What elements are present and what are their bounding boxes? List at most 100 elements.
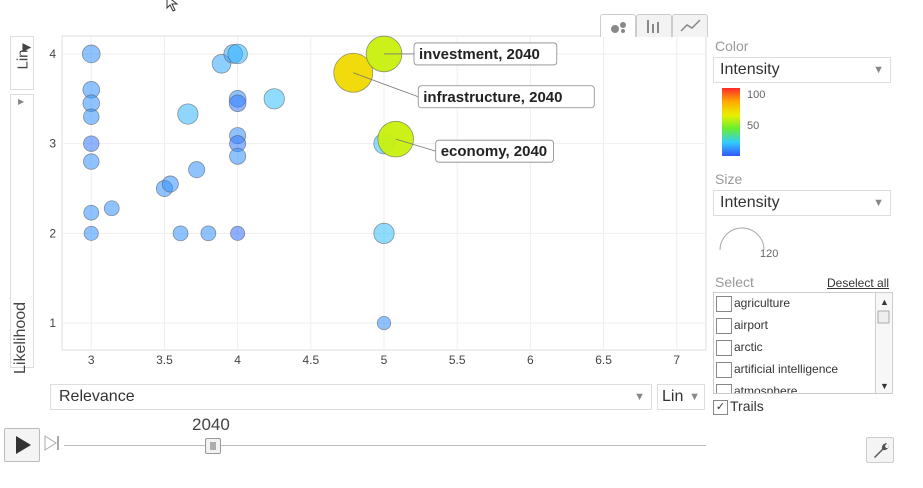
callout-box — [435, 139, 555, 163]
point-label: economy, 2040 — [441, 143, 547, 160]
checkbox-icon[interactable] — [716, 339, 732, 356]
deselect-all-link[interactable]: Deselect all — [827, 276, 890, 290]
select-list-item[interactable]: arctic — [716, 337, 763, 357]
line-view-tab[interactable] — [672, 14, 708, 37]
x-tick-label: 4 — [234, 353, 241, 367]
data-point — [83, 153, 100, 170]
select-list-scrollbar[interactable]: ▲ ▼ — [875, 293, 892, 393]
y-tick-label: 4 — [49, 47, 56, 61]
data-point — [83, 135, 100, 152]
checkbox-icon[interactable] — [716, 361, 732, 378]
size-dropdown[interactable]: Intensity ▼ — [713, 190, 891, 216]
y-axis-label: Likelihood — [12, 301, 29, 374]
y-scale-arrow-icon: ▼ — [17, 40, 35, 55]
select-list-item[interactable]: agriculture — [716, 293, 790, 313]
trails-checkbox[interactable]: ✓ Trails — [713, 398, 764, 415]
trails-label: Trails — [730, 398, 764, 414]
data-point — [376, 316, 392, 331]
x-tick-label: 3.5 — [156, 353, 173, 367]
data-point — [177, 103, 199, 125]
size-legend-icon — [719, 227, 765, 251]
chart-view-tabs — [600, 14, 708, 38]
y-tick-label: 1 — [49, 316, 56, 330]
x-tick-label: 4.5 — [302, 353, 319, 367]
scroll-up-icon: ▲ — [880, 297, 889, 307]
x-tick-label: 5.5 — [449, 353, 466, 367]
line-chart-icon — [680, 19, 701, 32]
select-list-item[interactable]: artificial intelligence — [716, 359, 838, 379]
checkbox-icon[interactable] — [716, 383, 732, 393]
bubble-view-tab[interactable] — [600, 14, 636, 37]
x-tick-label: 5 — [381, 353, 388, 367]
size-label: Size — [715, 171, 743, 187]
bar-view-tab[interactable] — [636, 14, 672, 37]
x-scale-selector[interactable]: Lin ▼ — [657, 384, 705, 410]
cursor-icon — [166, 0, 179, 12]
y-variable-arrow-icon: ▶ — [18, 97, 25, 106]
y-tick-label: 3 — [49, 137, 56, 151]
y-variable-selector[interactable]: ▶ Likelihood — [10, 94, 34, 374]
x-axis-label: Relevance — [59, 388, 135, 405]
scroll-down-icon: ▼ — [880, 381, 889, 391]
select-item-label: atmosphere — [734, 384, 798, 394]
callout-box — [417, 85, 595, 109]
data-point — [83, 204, 100, 221]
x-tick-label: 3 — [88, 353, 95, 367]
select-label: Select — [715, 274, 754, 290]
select-list-item[interactable]: atmosphere — [716, 381, 798, 394]
timeline-track[interactable] — [64, 445, 706, 446]
color-legend-max: 100 — [747, 89, 766, 101]
data-point — [373, 222, 395, 244]
x-scale-value: Lin — [662, 388, 684, 405]
select-item-label: artificial intelligence — [734, 362, 839, 376]
step-forward-icon — [44, 435, 59, 451]
color-dropdown-value: Intensity — [720, 61, 780, 78]
play-button[interactable] — [4, 428, 40, 462]
select-item-label: agriculture — [734, 296, 791, 310]
y-scale-selector[interactable]: Lin ▼ — [10, 36, 35, 90]
chevron-down-icon: ▼ — [634, 391, 645, 403]
scroll-thumb — [877, 310, 890, 324]
size-dropdown-value: Intensity — [720, 194, 780, 211]
data-point — [263, 88, 285, 110]
checkbox-icon[interactable] — [716, 295, 732, 312]
x-tick-label: 6.5 — [595, 353, 612, 367]
data-point — [228, 94, 247, 113]
color-label: Color — [715, 38, 749, 54]
trails-check-icon: ✓ — [713, 399, 728, 415]
settings-wrench-button[interactable] — [866, 437, 894, 463]
data-point — [161, 175, 179, 193]
timeline-thumb[interactable] — [204, 438, 221, 454]
bar-chart-icon — [647, 20, 659, 33]
y-tick-label: 2 — [49, 226, 56, 240]
size-legend-value: 120 — [760, 248, 779, 260]
callout-line — [353, 72, 419, 98]
data-point — [188, 161, 206, 179]
chevron-down-icon: ▼ — [873, 197, 884, 209]
play-icon — [16, 436, 31, 454]
step-forward-button[interactable] — [44, 432, 62, 454]
wrench-icon — [874, 442, 890, 458]
x-tick-label: 6 — [527, 353, 534, 367]
point-label: infrastructure, 2040 — [423, 89, 562, 106]
select-list[interactable]: agriculture airport arctic artificial intel… — [713, 292, 893, 394]
color-dropdown[interactable]: Intensity ▼ — [713, 57, 891, 83]
data-point — [229, 147, 247, 165]
chevron-down-icon: ▼ — [873, 64, 884, 76]
data-point — [227, 43, 248, 65]
callout-box — [413, 42, 558, 66]
timeline-year: 2040 — [192, 415, 230, 434]
color-legend-mid: 50 — [747, 120, 760, 132]
data-point — [83, 108, 100, 125]
data-point — [200, 225, 217, 242]
bubble-view-icon — [611, 22, 626, 33]
select-item-label: arctic — [734, 340, 763, 354]
data-point — [230, 225, 246, 241]
select-list-item[interactable]: airport — [716, 315, 768, 335]
data-point — [172, 225, 189, 242]
x-variable-selector[interactable]: Relevance ▼ — [50, 384, 652, 410]
color-legend-bar — [722, 88, 740, 156]
checkbox-icon[interactable] — [716, 317, 732, 334]
data-point — [81, 44, 101, 64]
